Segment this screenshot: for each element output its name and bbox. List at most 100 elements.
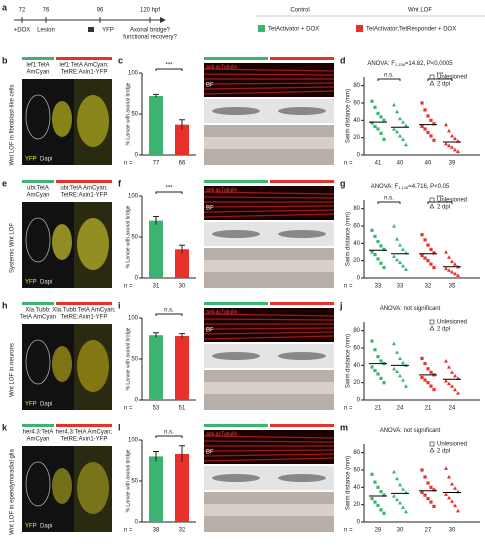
- y-tick-label: 100: [128, 194, 139, 200]
- axon-signal: [203, 435, 335, 439]
- time-label: 76: [43, 8, 50, 14]
- data-point: [423, 362, 427, 366]
- legend-label: Unlesioned: [437, 198, 467, 204]
- time-label: 72: [19, 8, 26, 14]
- header-bar: [56, 424, 112, 427]
- n-value: 32: [425, 284, 432, 290]
- axon-signal: [203, 440, 335, 443]
- panel-letter: b: [2, 55, 8, 65]
- image-label: TetRE:Axin1-YFP: [61, 437, 108, 443]
- data-point: [404, 384, 408, 388]
- error-bar: [153, 93, 159, 98]
- panel-letter: e: [2, 178, 7, 188]
- legend-square: [429, 74, 435, 80]
- data-point: [426, 497, 430, 501]
- header-bar: [22, 180, 54, 183]
- axon-signal: [203, 73, 335, 76]
- y-axis-label: % Larvae with axonal bridge: [125, 205, 131, 268]
- image-signal: [25, 217, 51, 263]
- data-point: [453, 271, 457, 276]
- y-tick-label: 40: [353, 363, 360, 369]
- time-label: 96: [97, 8, 104, 14]
- image-signal: [77, 218, 109, 270]
- anova-text: ANOVA: F: [367, 61, 395, 67]
- n-value: 31: [153, 284, 160, 290]
- y-tick-label: 0: [357, 398, 361, 404]
- data-point: [450, 145, 454, 149]
- n-value: 77: [153, 161, 160, 167]
- data-point: [420, 124, 424, 128]
- data-point: [432, 388, 436, 392]
- larva: [212, 352, 260, 360]
- panel-letter: d: [340, 55, 346, 65]
- time-label: 120 hpf: [140, 8, 160, 14]
- data-point: [376, 503, 380, 508]
- data-point: [444, 250, 448, 254]
- question: Axonal bridge?: [130, 28, 171, 34]
- data-point: [426, 259, 430, 263]
- significance: n.s.: [384, 73, 394, 79]
- data-point: [395, 129, 399, 134]
- data-point: [447, 268, 451, 272]
- data-point: [382, 493, 386, 497]
- n-value: 66: [179, 161, 186, 167]
- data-point: [447, 255, 451, 259]
- image-signal: [25, 94, 51, 140]
- n-value: 24: [397, 406, 404, 412]
- error-bar: [179, 445, 185, 463]
- sig-bracket: [377, 201, 401, 204]
- data-point: [420, 490, 424, 495]
- data-point: [398, 482, 402, 487]
- data-point: [447, 474, 451, 479]
- y-tick-label: 0: [135, 153, 139, 159]
- bf-zoom-band: [204, 260, 334, 272]
- axon-signal: [203, 331, 335, 335]
- image-signal: [77, 462, 109, 514]
- data-point: [392, 127, 396, 131]
- n-label: n =: [124, 161, 133, 167]
- axon-signal: [203, 213, 335, 218]
- data-point: [420, 253, 424, 258]
- data-point: [373, 105, 377, 109]
- image-label: Dapi: [40, 524, 52, 530]
- y-tick-label: 40: [353, 485, 360, 491]
- data-point: [426, 381, 430, 385]
- strip-label: anti-acTubulin: [206, 431, 237, 437]
- y-tick-label: 50: [131, 479, 138, 485]
- bf-zoom-band: [204, 137, 334, 149]
- data-point: [426, 481, 430, 485]
- data-point: [382, 137, 386, 141]
- legend-label: Unlesioned: [437, 320, 467, 326]
- n-label: n =: [344, 528, 353, 534]
- bar: [149, 220, 163, 278]
- data-point: [370, 497, 374, 501]
- data-point: [382, 247, 386, 251]
- data-point: [376, 372, 380, 376]
- sig-bracket: [155, 191, 183, 194]
- sig-bracket: [155, 313, 183, 316]
- y-tick-label: 100: [128, 316, 139, 322]
- y-tick-label: 80: [353, 328, 360, 334]
- data-point: [379, 115, 383, 119]
- y-axis-label: % Larvae with axonal bridge: [125, 449, 131, 512]
- image-label: her4.3:TetA: [23, 430, 54, 436]
- y-tick-label: 0: [357, 153, 361, 159]
- error-bar: [179, 244, 185, 254]
- legend-label: 2 dpl: [437, 205, 450, 211]
- image-signal: [25, 461, 51, 507]
- bar: [175, 336, 189, 400]
- y-axis-label: Swim distance (mm): [346, 89, 352, 143]
- camera-icon: [88, 27, 94, 32]
- data-point: [429, 262, 433, 266]
- axon-signal: [203, 82, 335, 85]
- data-point: [376, 127, 380, 131]
- legend-square: [429, 197, 435, 203]
- y-tick-label: 60: [353, 346, 360, 352]
- axon-signal: [203, 313, 335, 317]
- data-point: [401, 505, 405, 509]
- error-bar: [179, 333, 185, 339]
- data-point: [379, 359, 383, 363]
- data-point: [376, 111, 380, 115]
- n-value: 27: [425, 528, 432, 534]
- significance: ***: [436, 73, 444, 79]
